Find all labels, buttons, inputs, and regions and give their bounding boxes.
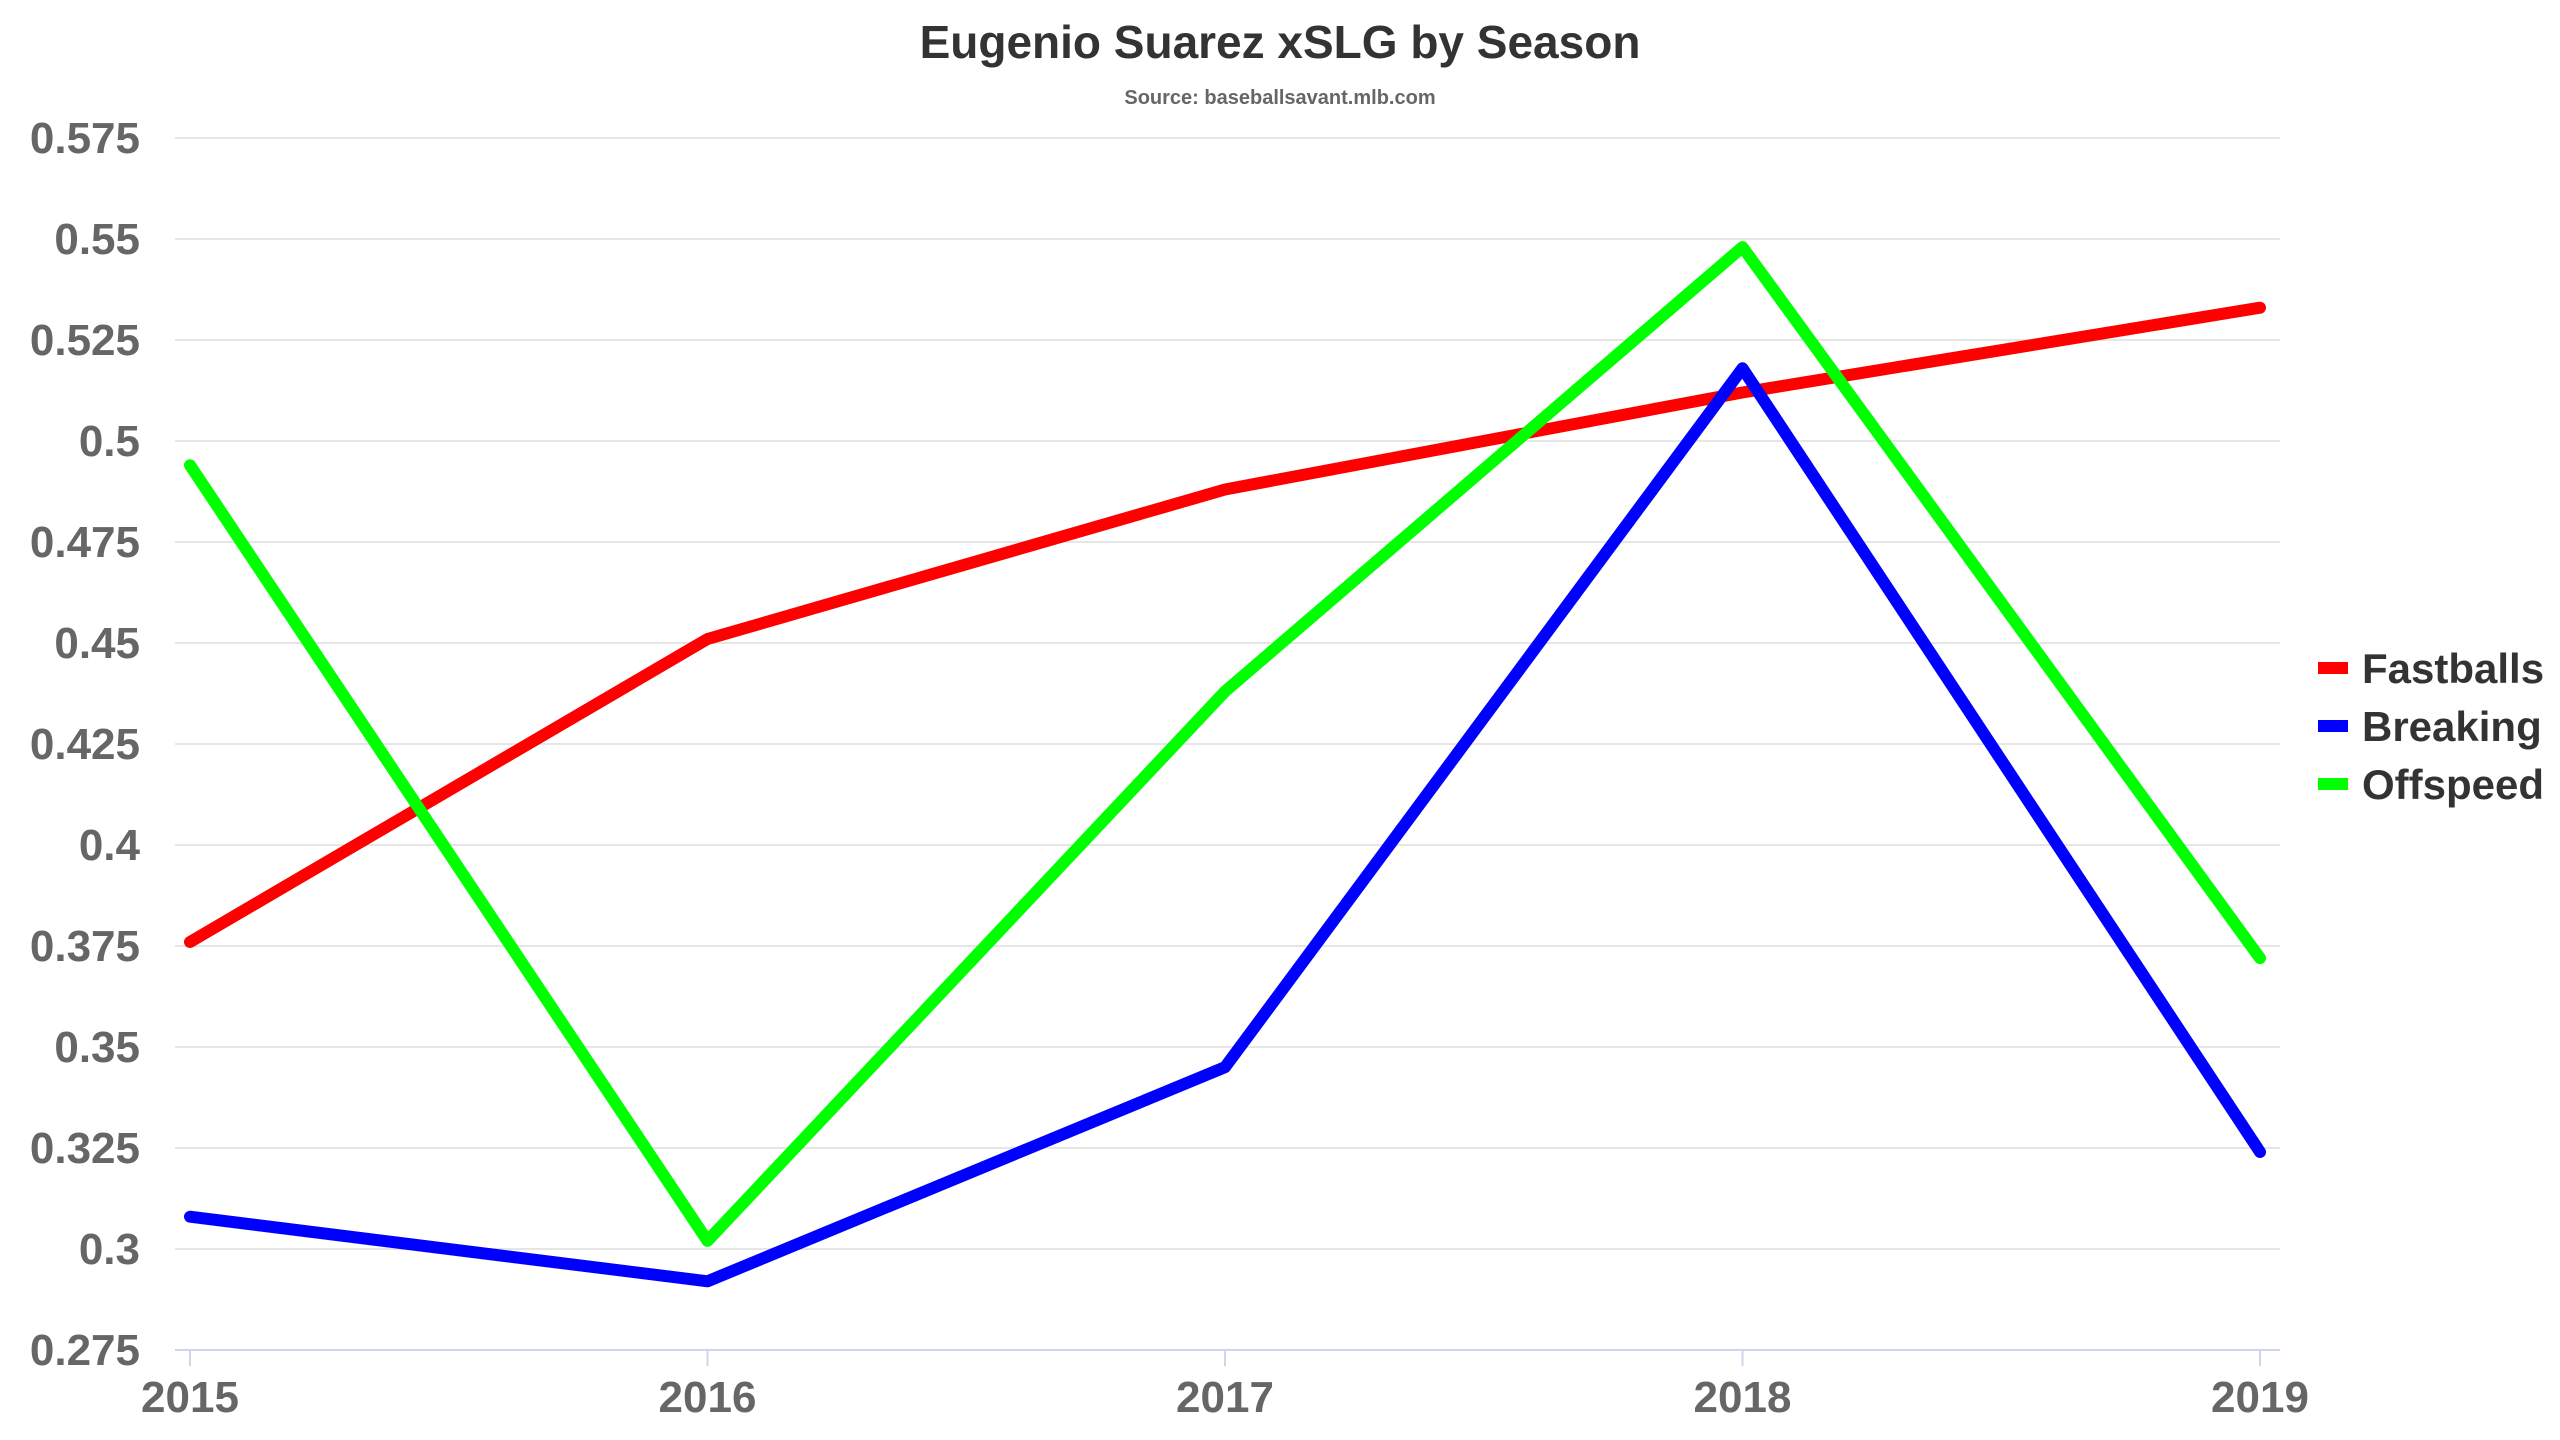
y-tick-label: 0.45 (54, 619, 140, 668)
x-tick-label: 2016 (659, 1373, 757, 1422)
y-tick-label: 0.55 (54, 215, 140, 264)
y-tick-label: 0.475 (30, 518, 140, 567)
series-lines (184, 241, 2266, 1288)
y-tick-label: 0.375 (30, 922, 140, 971)
y-tick-label: 0.275 (30, 1326, 140, 1375)
chart-subtitle: Source: baseballsavant.mlb.com (1124, 87, 1435, 109)
y-tick-label: 0.325 (30, 1124, 140, 1173)
x-tick-label: 2018 (1694, 1373, 1792, 1422)
x-tick-label: 2015 (141, 1373, 239, 1422)
x-tick-label: 2017 (1176, 1373, 1274, 1422)
y-tick-label: 0.4 (79, 821, 141, 870)
y-tick-label: 0.3 (79, 1225, 140, 1274)
series-line-fastballs (184, 301, 2266, 948)
x-tick-label: 2019 (2211, 1373, 2309, 1422)
series-line-breaking (184, 362, 2266, 1288)
y-tick-label: 0.5 (79, 417, 140, 466)
legend-label: Breaking (2362, 703, 2542, 750)
gridlines (175, 137, 2280, 1351)
y-axis: 0.275 0.3 0.325 0.35 0.375 0.4 0.425 0.45 0.475 0… (30, 114, 141, 1375)
series-line-offspeed (184, 241, 2266, 1247)
y-tick-label: 0.575 (30, 114, 140, 163)
y-tick-label: 0.525 (30, 316, 140, 365)
legend-label: Offspeed (2362, 761, 2544, 808)
y-tick-label: 0.35 (54, 1023, 140, 1072)
x-axis: 2015 2016 2017 2018 2019 (141, 1350, 2309, 1422)
chart-title: Eugenio Suarez xSLG by Season (920, 16, 1641, 68)
legend: Fastballs Breaking Offspeed (2318, 645, 2544, 808)
legend-label: Fastballs (2362, 645, 2544, 692)
y-tick-label: 0.425 (30, 720, 140, 769)
